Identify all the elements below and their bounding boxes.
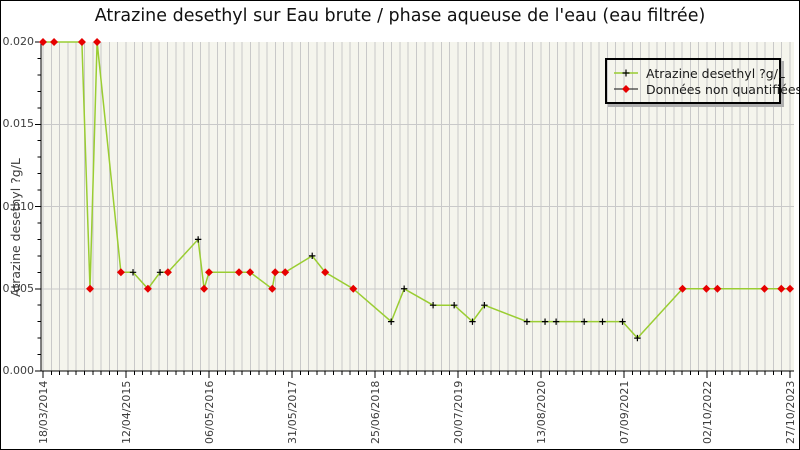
marker-non-quantified (246, 268, 255, 277)
marker-non-quantified (163, 268, 172, 277)
marker-non-quantified (777, 284, 786, 293)
marker-non-quantified (93, 38, 102, 46)
marker-quantified (309, 252, 316, 260)
x-tick-label: 25/06/2018 (368, 380, 382, 444)
x-tick-label: 06/05/2016 (202, 380, 216, 444)
marker-quantified (194, 236, 202, 243)
legend-label-quantified: Atrazine desethyl ?g/L (646, 65, 785, 81)
data-point-markers (39, 38, 794, 342)
x-tick-label: 07/09/2021 (617, 380, 631, 444)
x-tick-label: 13/08/2020 (534, 380, 548, 444)
marker-quantified (599, 318, 606, 325)
marker-non-quantified (77, 38, 86, 46)
y-tick-label: 0.020 (2, 35, 35, 48)
marker-non-quantified (702, 284, 711, 293)
marker-quantified (156, 269, 164, 276)
x-tick-label: 20/07/2019 (451, 380, 465, 444)
marker-quantified (450, 302, 458, 309)
marker-quantified (541, 318, 549, 325)
marker-quantified (581, 318, 588, 325)
chart-title: Atrazine desethyl sur Eau brute / phase … (94, 6, 706, 26)
marker-quantified (429, 302, 437, 309)
marker-quantified (619, 318, 626, 325)
legend-item-quantified: Atrazine desethyl ?g/L (613, 65, 785, 81)
y-tick-label: 0.000 (2, 364, 35, 377)
marker-non-quantified (116, 268, 125, 277)
marker-non-quantified (321, 268, 330, 277)
x-tick-label: 18/03/2014 (36, 380, 50, 444)
legend-label-non-quantified: Données non quantifiées (646, 81, 800, 97)
legend-marker-quantified-icon (614, 69, 638, 77)
legend-marker-non-quantified-icon (614, 85, 638, 93)
marker-quantified (481, 302, 488, 309)
marker-quantified (523, 318, 531, 325)
marker-non-quantified (786, 284, 794, 293)
y-tick-label: 0.015 (2, 117, 35, 131)
marker-non-quantified (713, 284, 722, 293)
series-line (43, 41, 790, 340)
marker-quantified (469, 318, 476, 325)
marker-non-quantified (271, 268, 280, 277)
marker-non-quantified (281, 268, 290, 277)
marker-non-quantified (86, 284, 95, 293)
marker-non-quantified (235, 268, 244, 277)
marker-non-quantified (50, 38, 59, 46)
legend: Atrazine desethyl ?g/L Données non quant… (605, 58, 799, 104)
x-tick-label: 27/10/2023 (783, 380, 797, 444)
y-tick-label: 0.010 (2, 199, 35, 213)
x-tick-label: 31/05/2017 (285, 380, 299, 444)
marker-non-quantified (349, 284, 358, 293)
marker-non-quantified (268, 284, 277, 293)
axis-ticks (35, 41, 791, 378)
marker-quantified (129, 269, 137, 276)
y-tick-label: 0.005 (2, 281, 35, 295)
marker-non-quantified (143, 284, 152, 293)
x-tick-label: 02/10/2022 (700, 380, 714, 444)
marker-non-quantified (760, 284, 769, 293)
x-tick-label: 12/04/2015 (119, 380, 133, 444)
marker-quantified (634, 334, 641, 342)
marker-quantified (400, 285, 408, 292)
marker-quantified (387, 318, 395, 325)
marker-non-quantified (39, 38, 47, 46)
marker-quantified (552, 318, 560, 325)
marker-non-quantified (678, 284, 687, 293)
marker-non-quantified (200, 284, 209, 293)
legend-item-non-quantified: Données non quantifiées (613, 81, 799, 97)
marker-non-quantified (205, 268, 213, 277)
